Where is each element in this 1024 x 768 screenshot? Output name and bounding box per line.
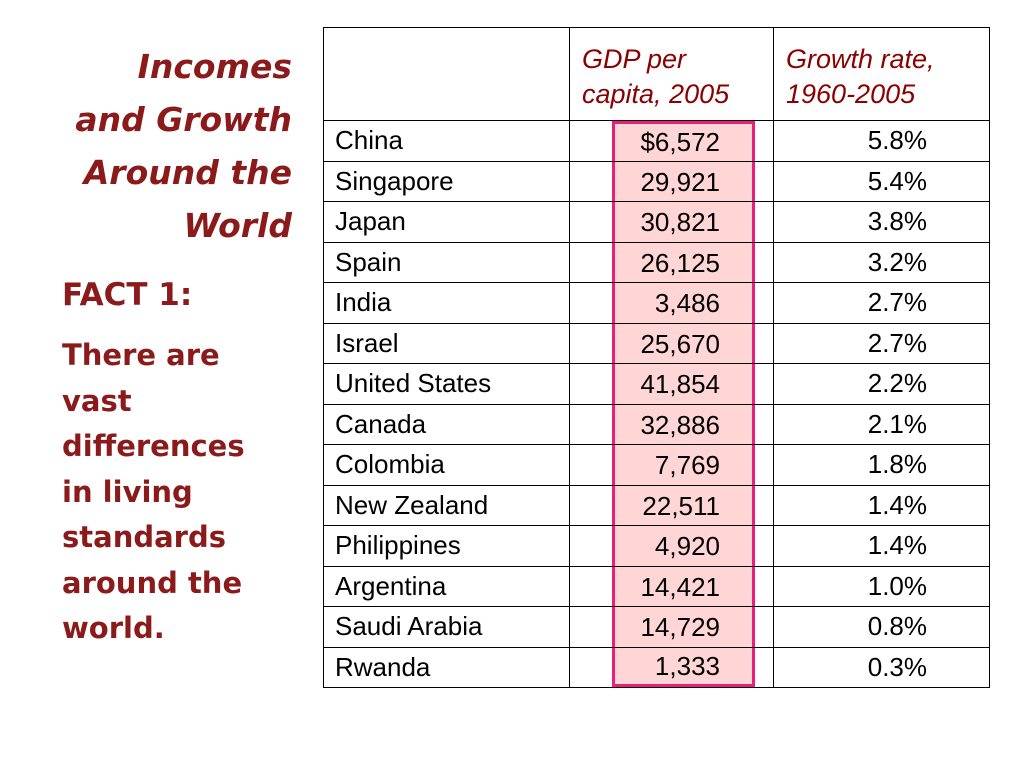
- slide-title-line: World: [183, 206, 292, 245]
- cell-country: Israel: [323, 322, 570, 364]
- table-row: New Zealand 22,511 1.4%: [323, 484, 990, 526]
- table-row: Philippines 4,920 1.4%: [323, 525, 990, 567]
- table-header-row: GDP per capita, 2005 Growth rate, 1960-2…: [323, 27, 990, 121]
- cell-growth: 5.4%: [773, 160, 990, 202]
- slide-title-line: and Growth: [75, 100, 292, 139]
- fact-body-line: world.: [62, 611, 165, 645]
- income-growth-table: GDP per capita, 2005 Growth rate, 1960-2…: [323, 27, 990, 702]
- header-gdp-line: capita, 2005: [582, 79, 730, 109]
- cell-country: Singapore: [323, 160, 570, 202]
- header-country: [323, 27, 570, 121]
- cell-growth: 5.8%: [773, 120, 990, 162]
- cell-gdp: 32,886: [569, 403, 774, 445]
- cell-gdp: 7,769: [569, 444, 774, 486]
- gdp-highlight: 14,729: [612, 607, 755, 647]
- cell-gdp: 25,670: [569, 322, 774, 364]
- gdp-highlight: 14,421: [612, 566, 755, 606]
- table-row: United States 41,854 2.2%: [323, 363, 990, 405]
- gdp-highlight: 29,921: [612, 161, 755, 201]
- gdp-highlight: $6,572: [612, 121, 755, 161]
- slide-title: Incomes and Growth Around the World: [20, 40, 292, 252]
- table-row: Colombia 7,769 1.8%: [323, 444, 990, 486]
- cell-country: India: [323, 282, 570, 324]
- table-row: Japan 30,821 3.8%: [323, 201, 990, 243]
- gdp-highlight: 4,920: [612, 526, 755, 566]
- slide-title-line: Incomes: [137, 47, 292, 86]
- cell-gdp: 22,511: [569, 484, 774, 526]
- fact-body-line: There are: [62, 338, 220, 372]
- cell-country: Philippines: [323, 525, 570, 567]
- gdp-highlight: 3,486: [612, 283, 755, 323]
- table-row: Argentina 14,421 1.0%: [323, 565, 990, 607]
- cell-country: Colombia: [323, 444, 570, 486]
- gdp-highlight: 7,769: [612, 445, 755, 485]
- cell-gdp: 14,729: [569, 606, 774, 648]
- fact-body-line: vast: [62, 383, 132, 418]
- cell-gdp: 1,333: [569, 646, 774, 688]
- table-row: China $6,572 5.8%: [323, 120, 990, 162]
- cell-country: Argentina: [323, 565, 570, 607]
- fact-body-line: in living: [62, 474, 193, 509]
- cell-country: China: [323, 120, 570, 162]
- gdp-highlight: 1,333: [612, 647, 755, 687]
- fact-body: There are vast differences in living sta…: [62, 333, 312, 652]
- gdp-highlight: 22,511: [612, 485, 755, 525]
- data-table: GDP per capita, 2005 Growth rate, 1960-2…: [323, 27, 990, 688]
- fact-heading: FACT 1:: [62, 277, 193, 313]
- cell-gdp: 29,921: [569, 160, 774, 202]
- cell-gdp: 26,125: [569, 241, 774, 283]
- cell-growth: 2.2%: [773, 363, 990, 405]
- fact-body-line: standards: [62, 520, 226, 554]
- cell-gdp: 3,486: [569, 282, 774, 324]
- cell-gdp: 41,854: [569, 363, 774, 405]
- cell-country: Spain: [323, 241, 570, 283]
- cell-growth: 1.0%: [773, 565, 990, 607]
- table-row: Israel 25,670 2.7%: [323, 322, 990, 364]
- cell-gdp: 30,821: [569, 201, 774, 243]
- cell-country: New Zealand: [323, 484, 570, 526]
- header-gdp: GDP per capita, 2005: [569, 27, 774, 121]
- gdp-highlight: 32,886: [612, 404, 755, 444]
- cell-country: United States: [323, 363, 570, 405]
- cell-growth: 3.8%: [773, 201, 990, 243]
- header-gdp-line: GDP per: [582, 44, 687, 74]
- gdp-highlight: 41,854: [612, 364, 755, 404]
- cell-growth: 0.3%: [773, 646, 990, 688]
- cell-country: Saudi Arabia: [323, 606, 570, 648]
- table-row: Canada 32,886 2.1%: [323, 403, 990, 445]
- cell-growth: 3.2%: [773, 241, 990, 283]
- slide-title-line: Around the: [83, 153, 292, 192]
- table-row: Spain 26,125 3.2%: [323, 241, 990, 283]
- table-row: Singapore 29,921 5.4%: [323, 160, 990, 202]
- cell-growth: 1.4%: [773, 525, 990, 567]
- header-growth: Growth rate, 1960-2005: [773, 27, 990, 121]
- table-row: Rwanda 1,333 0.3%: [323, 646, 990, 688]
- gdp-highlight: 30,821: [612, 202, 755, 242]
- cell-country: Canada: [323, 403, 570, 445]
- fact-body-line: differences: [62, 429, 245, 463]
- gdp-highlight: 25,670: [612, 323, 755, 363]
- table-body: China $6,572 5.8% Singapore 29,921 5.4% Japan 3…: [323, 120, 990, 688]
- gdp-highlight: 26,125: [612, 242, 755, 282]
- table-row: Saudi Arabia 14,729 0.8%: [323, 606, 990, 648]
- header-growth-line: 1960-2005: [786, 79, 916, 109]
- cell-country: Rwanda: [323, 646, 570, 688]
- cell-growth: 2.7%: [773, 282, 990, 324]
- cell-gdp: $6,572: [569, 120, 774, 162]
- cell-gdp: 4,920: [569, 525, 774, 567]
- fact-body-line: around the: [62, 565, 243, 600]
- cell-country: Japan: [323, 201, 570, 243]
- cell-growth: 2.1%: [773, 403, 990, 445]
- cell-growth: 0.8%: [773, 606, 990, 648]
- cell-growth: 1.8%: [773, 444, 990, 486]
- cell-growth: 2.7%: [773, 322, 990, 364]
- header-growth-line: Growth rate,: [786, 44, 935, 74]
- cell-growth: 1.4%: [773, 484, 990, 526]
- table-row: India 3,486 2.7%: [323, 282, 990, 324]
- cell-gdp: 14,421: [569, 565, 774, 607]
